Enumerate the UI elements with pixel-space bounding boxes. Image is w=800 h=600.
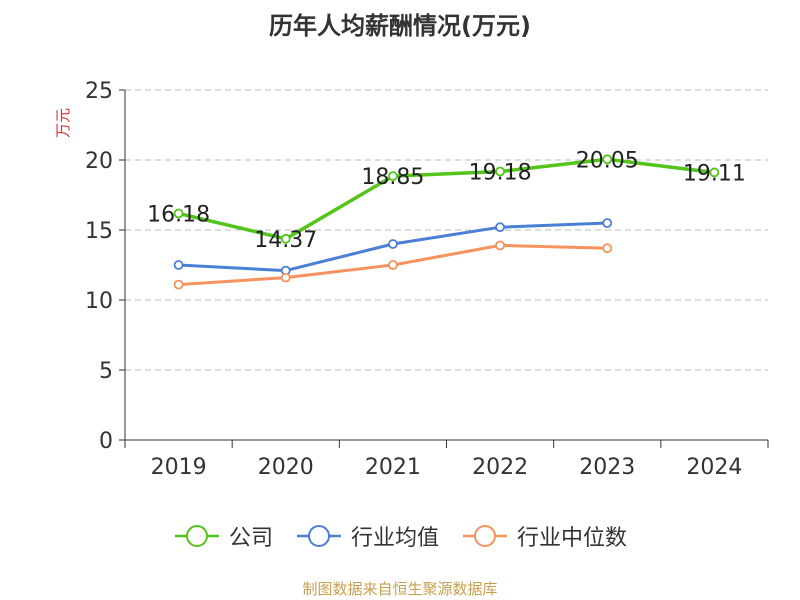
x-tick-label: 2019 bbox=[151, 455, 207, 480]
data-label: 20.05 bbox=[576, 148, 639, 173]
data-point bbox=[495, 240, 505, 251]
data-point bbox=[495, 166, 505, 177]
legend-item[interactable]: 行业均值 bbox=[295, 520, 439, 552]
axes: 0 5 10 15 20 25 2019 2020 2021 2022 2023 2024 bbox=[85, 79, 769, 480]
y-tick-label: 10 bbox=[85, 289, 113, 314]
y-tick-label: 15 bbox=[85, 219, 113, 244]
y-tick-label: 25 bbox=[85, 79, 113, 104]
legend-label: 行业均值 bbox=[350, 526, 439, 551]
data-point bbox=[388, 260, 398, 270]
y-tick-label: 20 bbox=[85, 149, 113, 174]
data-label: 16.18 bbox=[147, 202, 210, 227]
x-tick-label: 2023 bbox=[579, 455, 635, 480]
data-point bbox=[173, 208, 184, 219]
data-point bbox=[709, 167, 720, 178]
legend-item[interactable]: 公司 bbox=[173, 520, 273, 552]
source-note: 制图数据来自恒生聚源数据库 bbox=[302, 580, 498, 598]
legend-swatch-marker bbox=[307, 525, 330, 547]
x-tick-label: 2022 bbox=[472, 455, 528, 480]
chart-title: 历年人均薪酬情况(万元) bbox=[269, 12, 531, 40]
legend-swatch-marker bbox=[185, 525, 208, 547]
series-lines bbox=[173, 154, 720, 290]
legend-swatch bbox=[463, 525, 507, 547]
y-axis-title: 万元 bbox=[54, 108, 72, 138]
data-point bbox=[173, 279, 184, 290]
legend-label: 公司 bbox=[228, 526, 273, 551]
x-tick-label: 2021 bbox=[365, 455, 421, 480]
data-label: 19.18 bbox=[469, 160, 532, 185]
y-tick-label: 5 bbox=[99, 359, 113, 384]
legend-swatch-marker bbox=[474, 525, 496, 547]
data-point bbox=[602, 218, 613, 228]
data-label: 14.37 bbox=[254, 228, 317, 253]
data-point bbox=[280, 272, 291, 283]
data-label: 18.85 bbox=[361, 165, 424, 190]
legend: 公司 行业均值 行业中位数 bbox=[0, 520, 800, 552]
legend-item[interactable]: 行业中位数 bbox=[461, 520, 627, 552]
data-point bbox=[495, 222, 505, 233]
legend-swatch bbox=[296, 525, 341, 547]
data-point bbox=[602, 154, 613, 165]
series-line bbox=[178, 157, 715, 241]
x-tick-label: 2020 bbox=[258, 455, 314, 480]
data-point bbox=[388, 239, 398, 249]
data-point bbox=[602, 243, 613, 254]
data-point bbox=[388, 171, 398, 182]
grid-lines bbox=[125, 89, 768, 371]
data-point bbox=[173, 260, 184, 270]
data-labels: 16.18 14.37 18.85 19.18 20.05 19.11 bbox=[147, 148, 746, 253]
x-tick-label: 2024 bbox=[686, 455, 742, 480]
data-label: 19.11 bbox=[683, 161, 746, 186]
legend-label: 行业中位数 bbox=[517, 526, 628, 551]
data-point bbox=[280, 233, 291, 244]
y-tick-label: 0 bbox=[99, 429, 113, 454]
legend-swatch bbox=[174, 525, 219, 547]
